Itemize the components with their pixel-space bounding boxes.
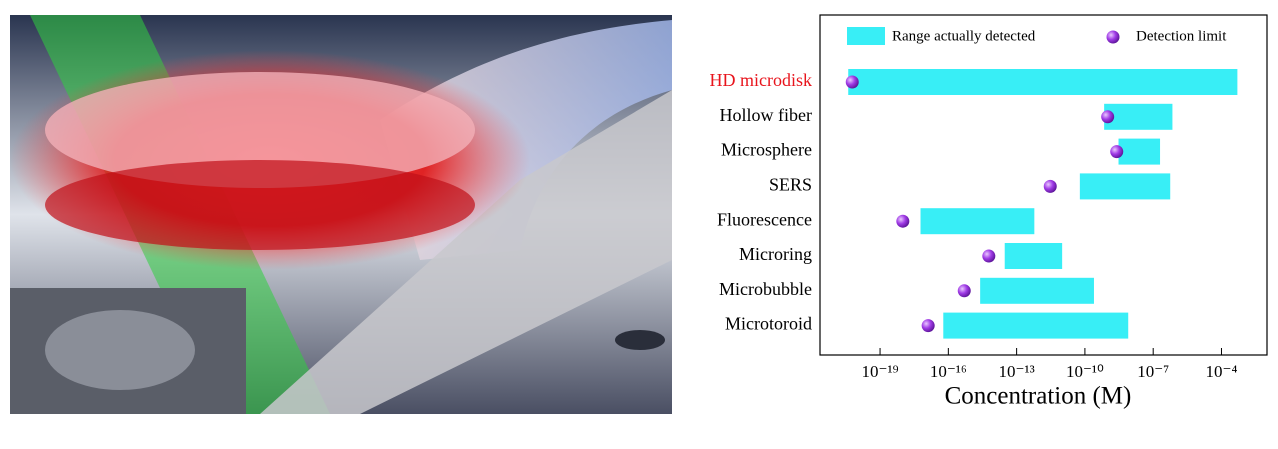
plot-frame xyxy=(819,14,1268,356)
range-bar xyxy=(848,69,1238,95)
range-bar xyxy=(943,312,1129,339)
x-axis-title: Concentration (M) xyxy=(945,383,1132,410)
detection-limit xyxy=(1110,145,1124,159)
x-tick-label: 10⁻¹³ xyxy=(999,362,1035,381)
range-bar xyxy=(1104,103,1173,130)
y-tick-label: Microsphere xyxy=(721,140,812,160)
range-bar xyxy=(1004,243,1063,269)
y-tick-label: Microbubble xyxy=(719,279,812,299)
legend-marker xyxy=(1106,30,1120,44)
legend-swatch xyxy=(847,27,885,45)
y-tick-label: Hollow fiber xyxy=(720,105,812,125)
detection-limit xyxy=(1101,110,1115,124)
legend-label: Detection limit xyxy=(1136,28,1227,44)
y-tick-label: HD microdisk xyxy=(710,70,813,90)
range-bar xyxy=(920,208,1035,235)
range-bar xyxy=(980,277,1094,304)
x-tick-label: 10⁻⁷ xyxy=(1137,362,1169,381)
illustration xyxy=(10,15,672,414)
range-bar xyxy=(1079,173,1171,200)
detection-limit xyxy=(1043,179,1057,193)
x-tick-label: 10⁻⁴ xyxy=(1206,362,1238,381)
detection-limit xyxy=(982,249,996,263)
detection-limit xyxy=(896,214,910,228)
y-tick-label: Microtoroid xyxy=(725,314,812,334)
y-tick-label: Fluorescence xyxy=(717,209,812,229)
x-tick-label: 10⁻¹⁹ xyxy=(862,362,899,381)
detection-limit xyxy=(957,284,971,298)
range-bar xyxy=(1118,138,1161,165)
x-tick-label: 10⁻¹⁰ xyxy=(1066,362,1104,381)
legend-label: Range actually detected xyxy=(892,28,1036,44)
y-tick-label: SERS xyxy=(769,175,812,195)
detection-limit xyxy=(845,75,859,89)
y-tick-label: Microring xyxy=(739,244,812,264)
detection-limit xyxy=(921,319,935,333)
x-tick-label: 10⁻¹⁶ xyxy=(930,362,967,381)
